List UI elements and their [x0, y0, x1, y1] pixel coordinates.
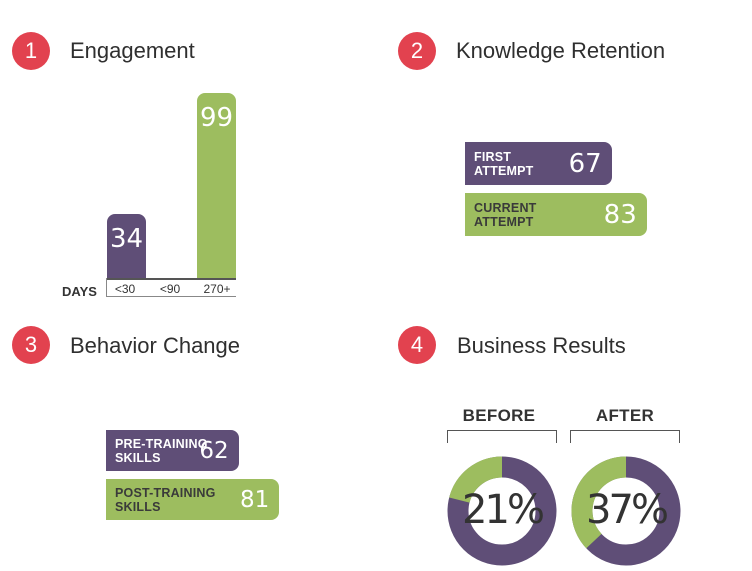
section-1-title: Engagement: [70, 38, 195, 63]
section-3-title: Behavior Change: [70, 333, 241, 358]
engagement-tick-270plus: 270+: [203, 282, 231, 296]
before-label: BEFORE: [462, 406, 536, 425]
engagement-x-axis-label: DAYS: [62, 284, 97, 299]
pre-training-label: PRE-TRAINING SKILLS: [115, 436, 208, 465]
section-2-badge: 2: [398, 32, 436, 70]
knowledge-current-attempt-label: CURRENT ATTEMPT: [474, 200, 537, 229]
before-donut-fill: [449, 456, 503, 504]
engagement-x-axis: [106, 278, 236, 280]
after-bracket: [570, 430, 680, 443]
before-bracket: [447, 430, 557, 443]
before-donut: [447, 456, 557, 566]
section-4-title: Business Results: [457, 333, 626, 358]
after-donut-fill: [571, 456, 627, 549]
post-training-value: 81: [240, 486, 270, 513]
engagement-tick-lt90: <90: [159, 282, 181, 296]
section-3-badge: 3: [12, 326, 50, 364]
after-value: 37%: [586, 487, 669, 533]
knowledge-current-attempt-value: 83: [603, 199, 637, 230]
engagement-bar-lt30-value: 34: [109, 224, 144, 255]
before-value: 21%: [462, 487, 545, 533]
knowledge-first-attempt-bar: FIRST ATTEMPT 67: [465, 142, 612, 185]
engagement-bar-270plus: 99: [197, 93, 236, 278]
post-training-bar: POST-TRAINING SKILLS 81: [106, 479, 280, 520]
knowledge-current-attempt-bar: CURRENT ATTEMPT 83: [465, 193, 647, 236]
pre-training-value: 62: [199, 437, 229, 464]
knowledge-first-attempt-label: FIRST ATTEMPT: [474, 149, 534, 178]
engagement-bar-lt30: 34: [107, 214, 146, 278]
engagement-x-axis-left-tick: [106, 278, 107, 297]
section-1-badge: 1: [12, 32, 50, 70]
knowledge-first-attempt-value: 67: [568, 148, 602, 179]
engagement-bar-270plus-value: 99: [199, 103, 234, 133]
post-training-label: POST-TRAINING SKILLS: [115, 485, 216, 514]
engagement-x-axis-bottom: [106, 296, 236, 297]
after-label: AFTER: [595, 406, 655, 425]
after-donut: [571, 456, 681, 566]
section-4-badge: 4: [398, 326, 436, 364]
pre-training-bar: PRE-TRAINING SKILLS 62: [106, 430, 239, 471]
engagement-tick-lt30: <30: [114, 282, 136, 296]
section-2-title: Knowledge Retention: [456, 38, 666, 63]
